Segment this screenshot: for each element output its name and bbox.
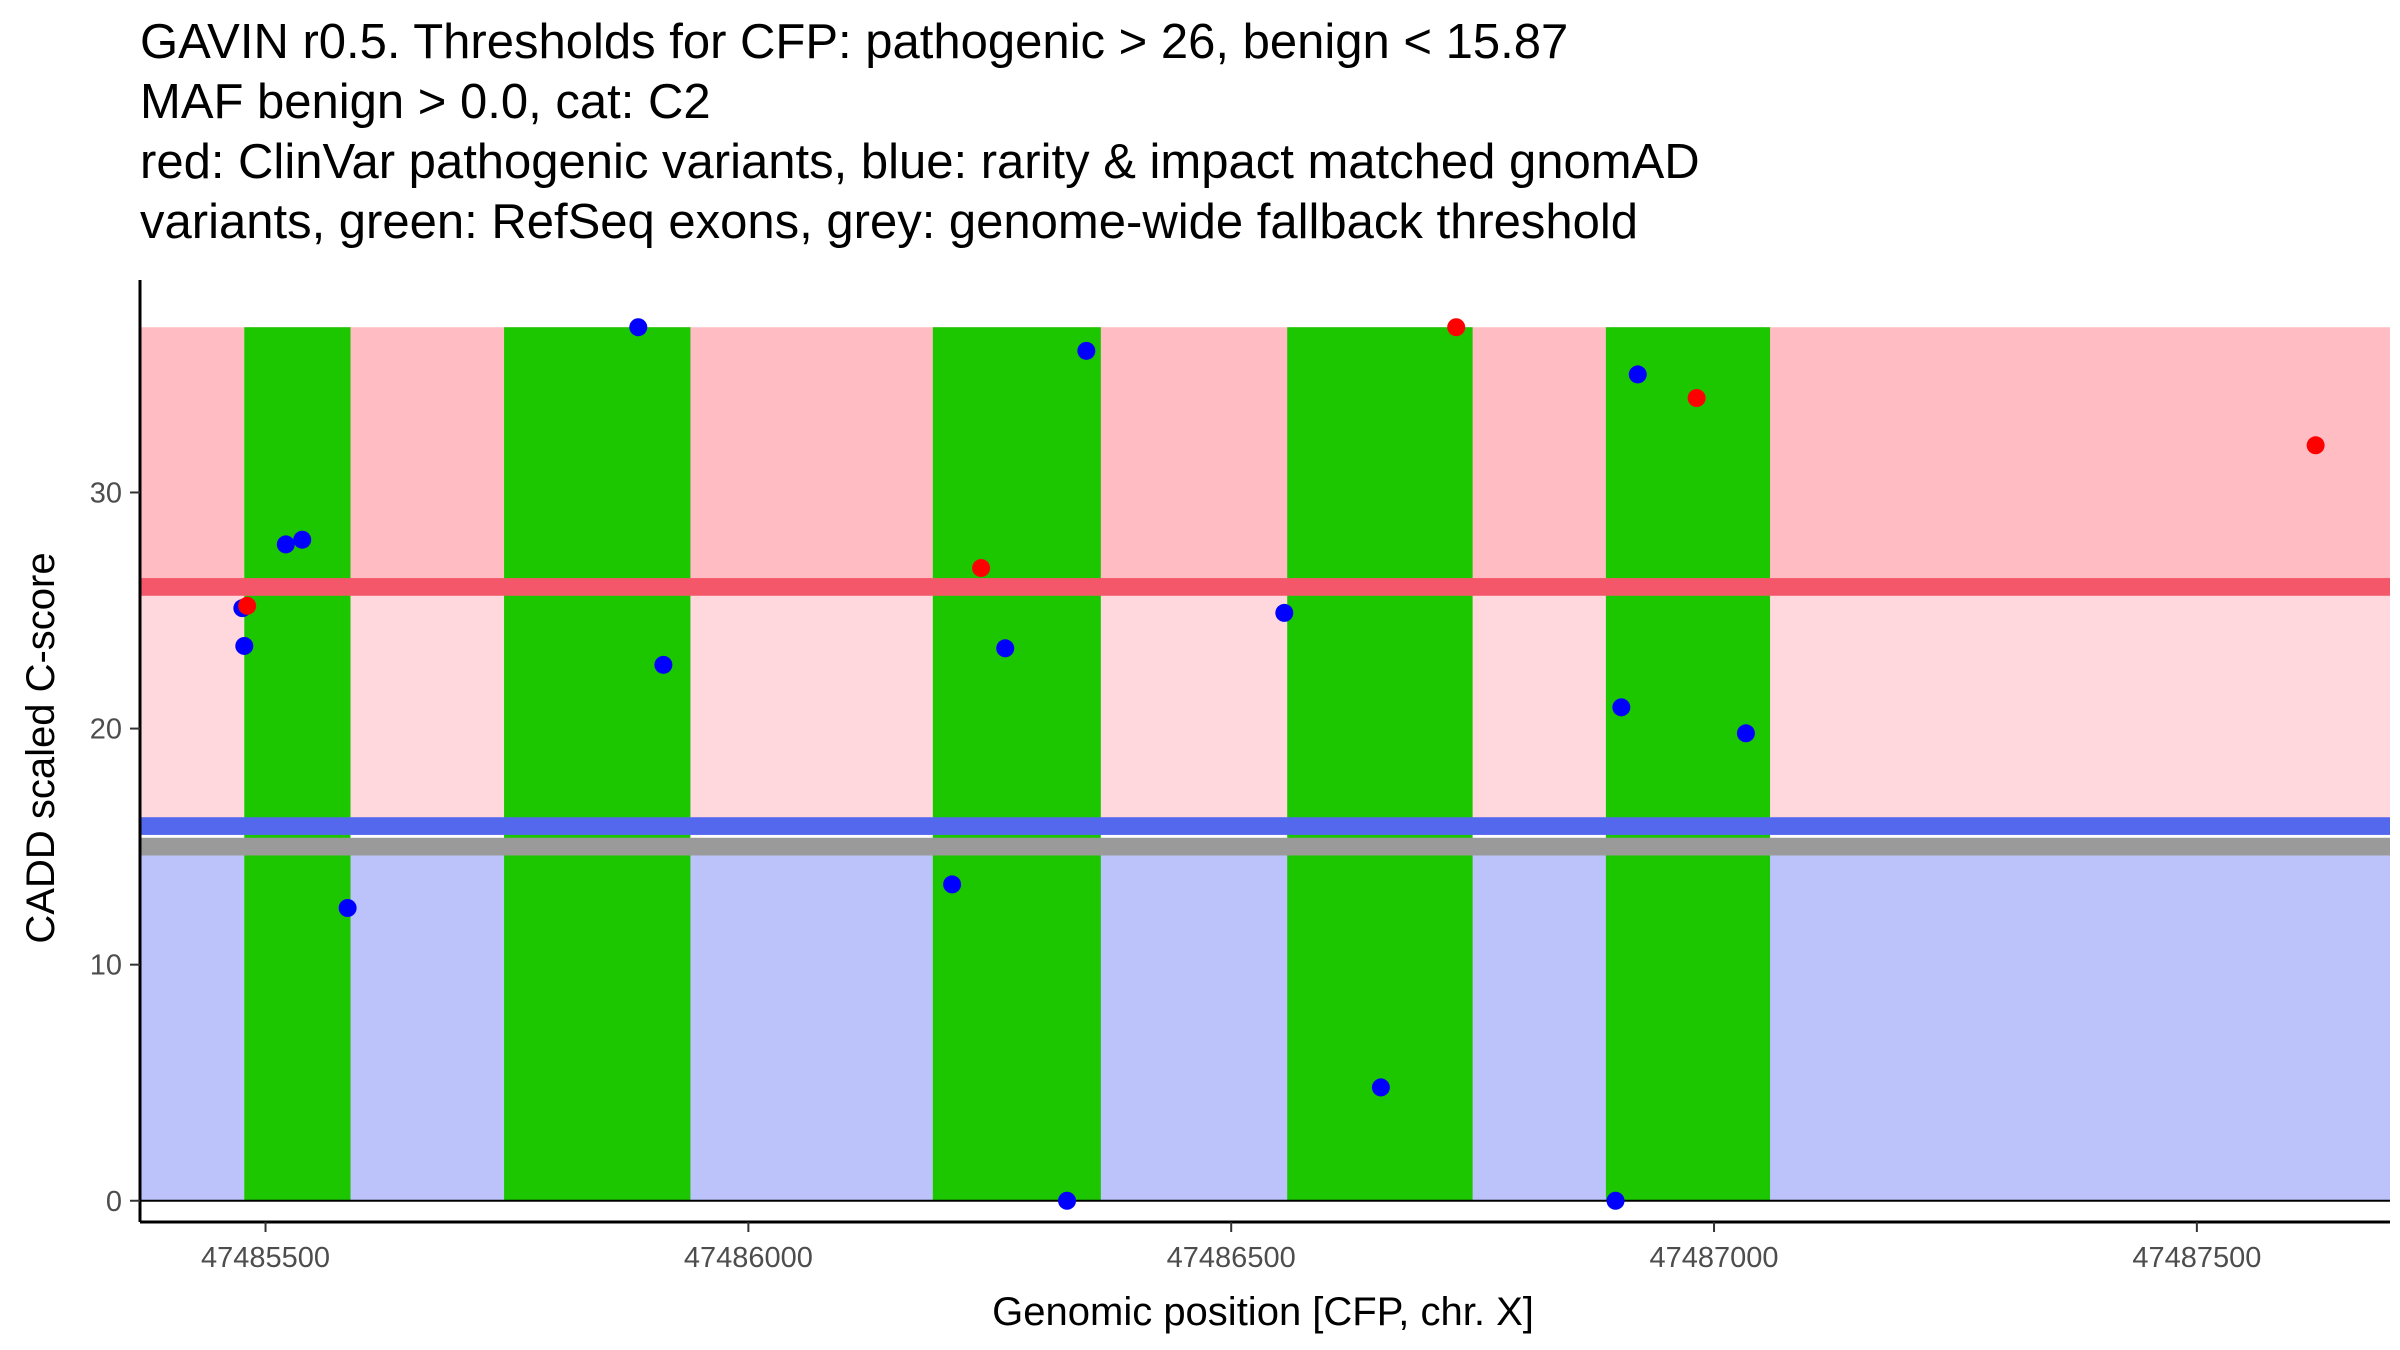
- gnomad-point: [1058, 1191, 1077, 1210]
- fallback-threshold-line: [140, 837, 2390, 856]
- title-line-1: GAVIN r0.5. Thresholds for CFP: pathogen…: [140, 15, 1569, 69]
- clinvar-pathogenic-point: [1447, 318, 1466, 337]
- pathogenic-threshold-line: [140, 578, 2390, 596]
- gnomad-point: [1736, 724, 1755, 743]
- clinvar-pathogenic-point: [238, 596, 257, 615]
- exon-bar-4: [1287, 327, 1473, 1201]
- x-tick-label: 47485500: [201, 1242, 330, 1274]
- gnomad-point: [1606, 1191, 1625, 1210]
- gnomad-point: [1612, 698, 1631, 717]
- threshold-lines: [140, 578, 2390, 856]
- title-line-2: MAF benign > 0.0, cat: C2: [140, 75, 711, 129]
- y-tick-label: 10: [90, 950, 122, 982]
- x-tick-label: 47487500: [2132, 1242, 2261, 1274]
- benign-zone-band: [140, 839, 2390, 1201]
- gnomad-point: [943, 875, 962, 894]
- y-tick-label: 30: [90, 477, 122, 509]
- gnomad-point: [338, 899, 357, 917]
- gnomad-point: [996, 639, 1015, 658]
- exon-bar-2: [504, 327, 691, 1201]
- gnomad-point: [1275, 603, 1294, 622]
- gnomad-point: [629, 318, 648, 337]
- y-tick-label: 20: [90, 714, 122, 746]
- threshold-bands: [140, 327, 2390, 1201]
- benign-threshold-line: [140, 817, 2390, 835]
- gnomad-point: [1371, 1078, 1390, 1097]
- exon-bar-5: [1605, 327, 1771, 1201]
- exon-bar-1: [244, 327, 351, 1201]
- gnomad-point: [1077, 341, 1096, 360]
- clinvar-pathogenic-point: [972, 559, 991, 578]
- gnomad-point: [276, 535, 295, 554]
- gnomad-point: [293, 530, 312, 549]
- x-tick-label: 47486000: [684, 1242, 813, 1274]
- gnomad-point: [1628, 365, 1647, 384]
- title-line-4: variants, green: RefSeq exons, grey: gen…: [140, 195, 1639, 249]
- x-tick-label: 47486500: [1167, 1242, 1296, 1274]
- gnomad-point: [654, 655, 673, 674]
- clinvar-pathogenic-point: [1687, 389, 1706, 408]
- axes: 0 10 20 30 47485500 47486000 47486500 47487000 4…: [90, 280, 2390, 1274]
- y-tick-label: 0: [106, 1186, 122, 1218]
- gnomad-point: [235, 636, 254, 655]
- clinvar-pathogenic-point: [2306, 436, 2325, 455]
- x-tick-label: 47487000: [1650, 1242, 1779, 1274]
- exon-bars: [244, 327, 1771, 1201]
- middle-zone-band: [140, 582, 2390, 819]
- chart-title: GAVIN r0.5. Thresholds for CFP: pathogen…: [140, 12, 1700, 252]
- x-axis-title: Genomic position [CFP, chr. X]: [992, 1290, 1534, 1334]
- y-axis-title: CADD scaled C-score: [19, 552, 63, 943]
- data-points: [233, 318, 2325, 1210]
- exon-bar-3: [932, 327, 1101, 1201]
- title-line-3: red: ClinVar pathogenic variants, blue: …: [140, 135, 1700, 189]
- pathogenic-zone-band: [140, 327, 2390, 583]
